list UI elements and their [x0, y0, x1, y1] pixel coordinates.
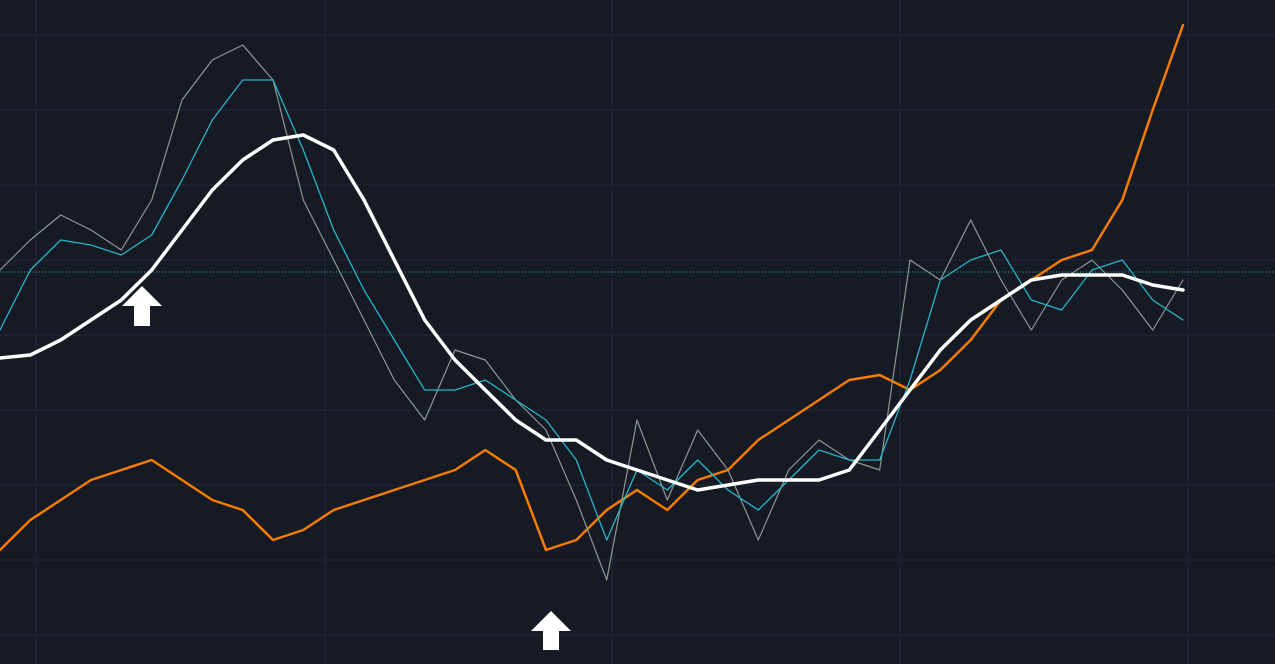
arrow-up: [531, 611, 571, 650]
series-line: [0, 79, 1184, 541]
arrow-up: [122, 286, 162, 326]
plot: [0, 23, 1275, 581]
series-line: [0, 44, 1184, 581]
series-line: [0, 23, 1185, 552]
series-line: [0, 133, 1185, 492]
